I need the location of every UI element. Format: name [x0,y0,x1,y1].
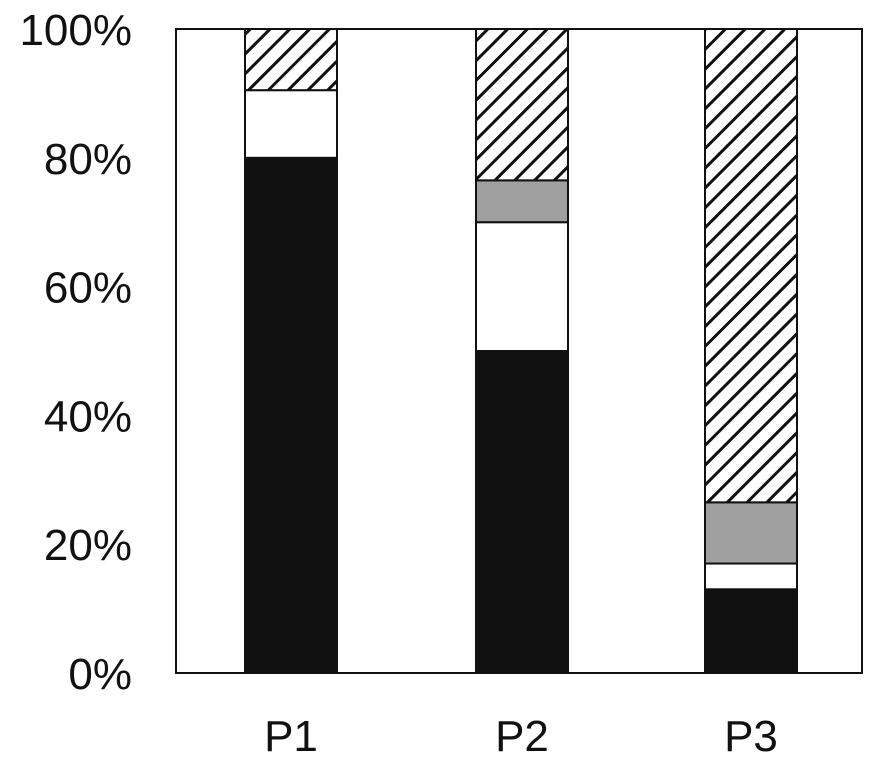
bars-group [244,28,798,675]
x-tick-label: P2 [495,712,549,761]
bar-segment-p1-s2 [244,89,338,159]
bar-segment-p2-s2 [475,221,569,352]
bar-segment-p2-s3 [475,179,569,224]
y-tick-label: 100% [19,6,132,55]
y-tick-label: 20% [44,521,132,570]
y-tick-label: 40% [44,392,132,441]
y-tick-label: 0% [68,650,132,699]
x-tick-labels: P1 P2 P3 [264,712,778,761]
y-tick-labels: 0% 20% 40% 60% 80% 100% [19,6,132,699]
bar-segment-p3-s2 [704,562,798,591]
bar-segment-p3-s1 [704,588,798,675]
bar-segment-p1-s4 [244,28,338,92]
y-tick-label: 60% [44,264,132,313]
bar-segment-p3-s4 [704,28,798,504]
y-tick-label: 80% [44,135,132,184]
x-tick-label: P3 [724,712,778,761]
x-tick-label: P1 [264,712,318,761]
bar-segment-p3-s3 [704,501,798,565]
bar-segment-p1-s1 [244,156,338,675]
bar-segment-p2-s1 [475,350,569,674]
bar-segment-p2-s4 [475,28,569,182]
